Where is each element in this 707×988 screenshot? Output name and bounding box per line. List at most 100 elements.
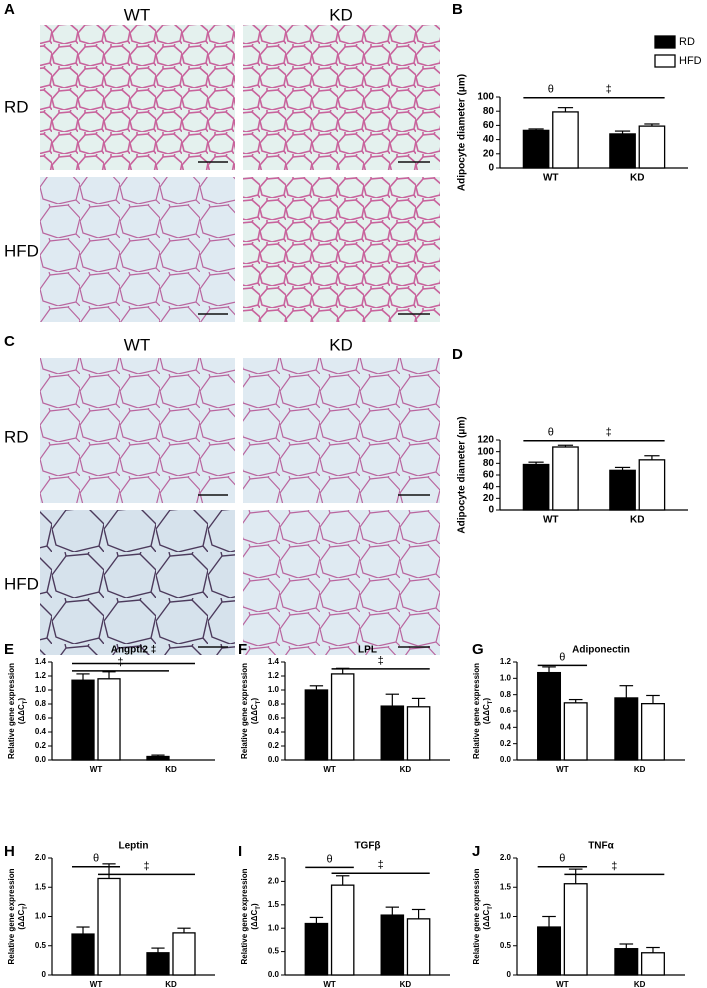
micrograph <box>40 25 235 170</box>
y-tick-label: 1.5 <box>35 882 47 891</box>
y-tick-label: 20 <box>483 493 495 504</box>
y-axis-unit: (ΔΔCT) <box>482 903 493 930</box>
y-axis-unit-part: (ΔΔC <box>17 704 26 724</box>
x-tick-label: WT <box>90 980 103 988</box>
y-axis-unit-part: ) <box>17 698 26 701</box>
y-tick-label: 1.4 <box>268 657 280 666</box>
y-tick-label: 1.0 <box>35 912 47 921</box>
significance-label: θ <box>326 853 332 865</box>
panel-letter: B <box>452 1 463 18</box>
y-tick-label: 2.5 <box>268 853 280 862</box>
x-tick-label: WT <box>323 980 336 988</box>
x-tick-label: WT <box>543 515 559 526</box>
y-tick-label: 0 <box>488 163 494 174</box>
panel-letter: I <box>238 843 242 860</box>
significance-label: ‡ <box>143 860 149 872</box>
y-tick-label: 2.0 <box>268 877 280 886</box>
y-tick-label: 0.8 <box>500 690 512 699</box>
x-tick-label: WT <box>556 765 569 774</box>
x-tick-label: KD <box>634 980 646 988</box>
y-tick-label: 1.0 <box>268 685 280 694</box>
y-tick-label: 0.5 <box>500 941 512 950</box>
bar <box>638 125 666 169</box>
significance-label: θ <box>548 84 554 96</box>
micrograph <box>40 510 235 655</box>
bar <box>522 463 550 511</box>
significance-label: ‡ <box>606 427 612 439</box>
legend-label: HFD <box>679 55 702 67</box>
bar <box>406 918 431 976</box>
y-tick-label: 0.6 <box>268 713 280 722</box>
x-tick-label: WT <box>543 173 559 184</box>
x-tick-label: WT <box>323 765 336 774</box>
y-axis-label: Relative gene expression <box>240 868 249 964</box>
y-axis-unit-part: T <box>256 906 262 910</box>
y-axis-unit-part: (ΔΔC <box>250 909 259 929</box>
y-tick-label: 1.2 <box>268 671 280 680</box>
bar <box>97 678 121 761</box>
y-tick-label: 0.8 <box>268 699 280 708</box>
x-tick-label: KD <box>165 980 177 988</box>
bar <box>71 679 95 761</box>
y-tick-label: 60 <box>483 470 495 481</box>
y-axis-unit: (ΔΔCT) <box>250 698 261 725</box>
panel-letter: D <box>452 346 463 363</box>
significance-label: ‡ <box>606 84 612 96</box>
significance-label: θ <box>93 853 99 865</box>
chart-title: LPL <box>358 645 377 656</box>
y-tick-label: 40 <box>483 481 495 492</box>
y-axis-unit-part: T <box>23 700 29 704</box>
y-axis-unit-part: (ΔΔC <box>250 704 259 724</box>
x-tick-label: WT <box>556 980 569 988</box>
bar <box>552 111 579 169</box>
y-tick-label: 120 <box>477 435 494 446</box>
significance-label: ‡ <box>117 657 123 669</box>
y-tick-label: 80 <box>483 458 495 469</box>
micrograph <box>243 177 440 322</box>
column-header: KD <box>329 5 353 24</box>
y-tick-label: 0 <box>507 970 512 979</box>
y-axis-unit: (ΔΔCT) <box>17 903 28 930</box>
y-axis-unit-part: ) <box>482 698 491 701</box>
column-header: WT <box>124 5 150 24</box>
y-axis-unit-part: ) <box>17 903 26 906</box>
bar <box>552 446 579 511</box>
y-tick-label: 0.5 <box>268 947 280 956</box>
row-header: RD <box>4 97 29 116</box>
y-axis-label: Adipocyte diameter (μm) <box>457 74 468 191</box>
y-axis-unit: (ΔΔCT) <box>17 698 28 725</box>
y-tick-label: 1.2 <box>35 671 47 680</box>
y-tick-label: 40 <box>483 134 495 145</box>
x-tick-label: WT <box>90 765 103 774</box>
panel-letter: H <box>4 843 15 860</box>
y-axis-unit: (ΔΔCT) <box>250 903 261 930</box>
bar <box>71 933 95 976</box>
y-axis-unit-part: T <box>488 906 494 910</box>
column-header: WT <box>124 335 150 354</box>
bar <box>330 673 355 761</box>
y-tick-label: 0.0 <box>35 755 47 764</box>
y-axis-label: Relative gene expression <box>7 868 16 964</box>
significance-label: ‡ <box>378 655 384 667</box>
y-axis-label: Relative gene expression <box>240 663 249 759</box>
y-tick-label: 0.4 <box>35 727 47 736</box>
bar <box>97 877 121 976</box>
bar <box>563 702 588 761</box>
significance-label: θ <box>559 651 565 663</box>
x-tick-label: KD <box>630 515 644 526</box>
micrograph <box>40 177 235 322</box>
y-tick-label: 0.2 <box>500 739 512 748</box>
panel-letter: E <box>4 641 14 658</box>
bar <box>640 952 665 976</box>
panel-letter: F <box>238 641 247 658</box>
bar <box>330 884 355 976</box>
y-tick-label: 0.4 <box>268 727 280 736</box>
row-header: RD <box>4 427 29 446</box>
x-tick-label: KD <box>400 980 412 988</box>
panel-letter: A <box>4 1 15 18</box>
micrograph <box>243 510 440 655</box>
y-axis-unit-part: ) <box>250 698 259 701</box>
bar <box>614 948 639 976</box>
significance-label: ‡ <box>611 860 617 872</box>
